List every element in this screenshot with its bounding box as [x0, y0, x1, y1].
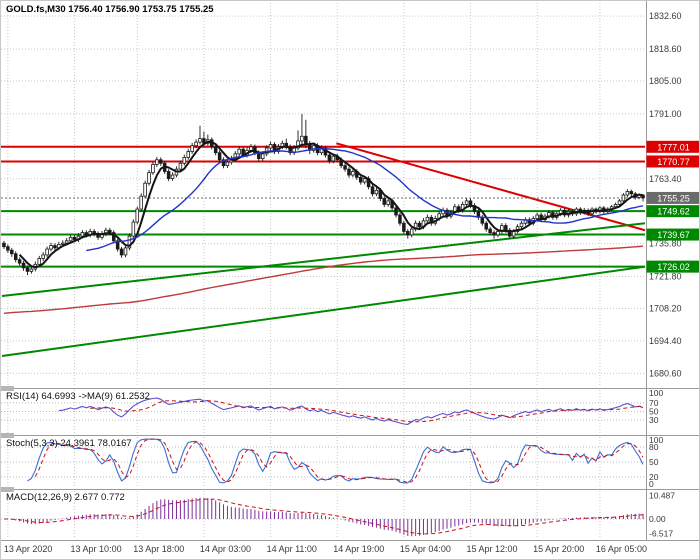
svg-text:1818.60: 1818.60 — [649, 44, 682, 54]
candlestick-series — [2, 113, 645, 276]
svg-text:1755.25: 1755.25 — [657, 193, 690, 203]
svg-text:100: 100 — [649, 435, 663, 445]
svg-text:1694.40: 1694.40 — [649, 336, 682, 346]
rsi-line — [58, 397, 644, 425]
price-badge-1770.77 — [646, 155, 699, 168]
svg-text:1805.00: 1805.00 — [649, 76, 682, 86]
svg-text:1763.40: 1763.40 — [649, 174, 682, 184]
panel-resize-grip[interactable] — [1, 433, 14, 438]
panel-resize-grip[interactable] — [1, 386, 14, 391]
price-badge-1749.62 — [646, 205, 699, 218]
trendline-descending-resistance[interactable] — [336, 142, 646, 232]
ma-slow — [3, 245, 644, 314]
svg-text:1735.80: 1735.80 — [649, 239, 682, 249]
level-lines-layer[interactable] — [1, 145, 645, 268]
macd-indicator-label: MACD(12,26,9) 2.677 0.772 — [6, 492, 125, 503]
svg-text:1770.77: 1770.77 — [657, 157, 690, 167]
ma-fast — [18, 140, 644, 269]
svg-text:1749.62: 1749.62 — [657, 207, 690, 217]
svg-text:80: 80 — [649, 442, 659, 452]
svg-text:1726.02: 1726.02 — [657, 262, 690, 272]
svg-text:1708.20: 1708.20 — [649, 304, 682, 314]
svg-text:0.00: 0.00 — [649, 514, 666, 524]
svg-text:10.487: 10.487 — [649, 491, 675, 501]
svg-text:13 Apr 18:00: 13 Apr 18:00 — [133, 544, 184, 554]
svg-text:1791.00: 1791.00 — [649, 109, 682, 119]
rsi-signal-line — [90, 400, 644, 423]
trendline-ascending-support-lower[interactable] — [1, 265, 646, 357]
svg-text:70: 70 — [649, 398, 659, 408]
svg-text:14 Apr 19:00: 14 Apr 19:00 — [333, 544, 384, 554]
svg-text:16 Apr 05:00: 16 Apr 05:00 — [596, 544, 647, 554]
moving-average-layer — [3, 140, 644, 314]
svg-text:13 Apr 2020: 13 Apr 2020 — [4, 544, 53, 554]
panel-frame — [1, 1, 699, 541]
svg-text:30: 30 — [649, 415, 659, 425]
svg-text:14 Apr 11:00: 14 Apr 11:00 — [267, 544, 317, 554]
svg-text:15 Apr 12:00: 15 Apr 12:00 — [467, 544, 518, 554]
stoch-indicator-label: Stoch(5,3,3) 24.3961 78.0167 — [6, 438, 132, 449]
rsi-indicator-label: RSI(14) 64.6993 ->MA(9) 61.2532 — [6, 391, 150, 402]
svg-text:20: 20 — [649, 472, 659, 482]
svg-text:0: 0 — [649, 479, 654, 489]
svg-text:1777.01: 1777.01 — [657, 142, 690, 152]
price-badge-1739.67 — [646, 228, 699, 241]
svg-text:50: 50 — [649, 407, 659, 417]
svg-text:50: 50 — [649, 457, 659, 467]
svg-text:14 Apr 03:00: 14 Apr 03:00 — [200, 544, 251, 554]
time-axis[interactable]: 13 Apr 2020 13 Apr 10:00 13 Apr 18:00 14 Ap… — [4, 544, 647, 554]
svg-text:15 Apr 04:00: 15 Apr 04:00 — [400, 544, 451, 554]
macd-signal-line — [4, 498, 644, 535]
svg-text:1832.60: 1832.60 — [649, 11, 682, 21]
svg-text:-6.517: -6.517 — [649, 529, 673, 539]
panel-resize-grip[interactable] — [1, 487, 14, 492]
price-badge-1755.25 — [646, 191, 699, 204]
stoch-d-line — [34, 438, 644, 484]
svg-text:1739.67: 1739.67 — [657, 230, 690, 240]
svg-text:100: 100 — [649, 388, 663, 398]
svg-text:13 Apr 10:00: 13 Apr 10:00 — [71, 544, 122, 554]
price-badge-1726.02 — [646, 260, 699, 273]
macd-panel[interactable]: 10.487 0.00 -6.517 — [1, 491, 675, 539]
svg-text:1721.80: 1721.80 — [649, 272, 682, 282]
ma-medium — [86, 147, 644, 252]
trendline-layer[interactable] — [1, 142, 646, 357]
price-axis[interactable]: 1832.60 1818.60 1805.00 1791.00 1763.40 1735.… — [646, 11, 700, 378]
symbol-ohlc-label: GOLD.fs,M30 1756.40 1756.90 1753.75 1755… — [6, 4, 214, 15]
stoch-k-line — [27, 438, 644, 484]
svg-text:1680.60: 1680.60 — [649, 368, 682, 378]
price-badge-1777.01 — [646, 140, 699, 153]
svg-text:15 Apr 20:00: 15 Apr 20:00 — [533, 544, 584, 554]
